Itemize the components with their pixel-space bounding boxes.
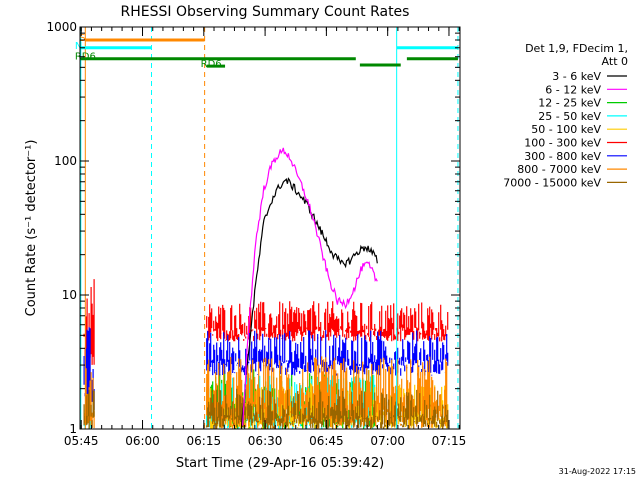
x-tick-label: 06:00: [125, 434, 160, 448]
x-tick-label: 07:00: [370, 434, 405, 448]
legend-entry-label: 800 - 7000 keV: [517, 163, 601, 176]
count-rate-bars: [83, 279, 449, 429]
flag-label: S: [79, 33, 85, 44]
series-800-7000-kev: [83, 356, 449, 429]
series-6-12-kev-line: [242, 147, 378, 426]
legend-entry-label: 50 - 100 keV: [531, 123, 601, 136]
series-3-6-kev-line: [240, 177, 378, 429]
series-spikes: [206, 301, 449, 342]
x-tick-label: 07:15: [432, 434, 467, 448]
legend-entry-label: 3 - 6 keV: [552, 70, 601, 83]
y-tick-label: 100: [54, 154, 77, 168]
legend-entry-label: 25 - 50 keV: [538, 110, 601, 123]
flag-label: RD6: [201, 59, 222, 70]
timestamp: 31-Aug-2022 17:15: [559, 467, 636, 476]
legend-entry-label: 7000 - 15000 keV: [503, 176, 601, 189]
flag-label: N: [75, 41, 82, 52]
count-rate-lines: [240, 147, 378, 429]
flag-label: RD6: [75, 52, 96, 63]
legend-entry-label: 12 - 25 keV: [538, 97, 601, 110]
x-tick-label: 06:15: [187, 434, 222, 448]
series-spikes: [206, 330, 449, 376]
y-axis: 1 10 100 1000: [46, 20, 460, 436]
vertical-markers: [80, 27, 459, 429]
y-tick-label: 1: [69, 422, 77, 436]
y-tick-label: 1000: [46, 20, 77, 34]
series-100-300-kev: [83, 279, 449, 365]
plot-frame: [79, 26, 461, 430]
x-axis: 05:45 06:00 06:15 06:30 06:45 07:00 07:15: [64, 27, 466, 448]
y-tick-label: 10: [62, 288, 77, 302]
legend-header: Det 1,9, FDecim 1,: [525, 42, 628, 55]
x-tick-label: 06:30: [248, 434, 283, 448]
x-tick-label: 06:45: [309, 434, 344, 448]
series-spikes: [206, 388, 449, 429]
y-axis-label: Count Rate (s⁻¹ detector⁻¹): [24, 140, 39, 317]
x-axis-label: Start Time (29-Apr-16 05:39:42): [176, 456, 384, 471]
x-tick-label: 05:45: [64, 434, 99, 448]
legend-header: Att 0: [602, 55, 628, 68]
legend-entry-label: 100 - 300 keV: [524, 137, 601, 150]
legend-entry-label: 6 - 12 keV: [545, 83, 601, 96]
legend-entry-label: 300 - 800 keV: [524, 150, 601, 163]
chart-title: RHESSI Observing Summary Count Rates: [121, 4, 410, 20]
series-7000-15000-kev: [83, 388, 449, 429]
